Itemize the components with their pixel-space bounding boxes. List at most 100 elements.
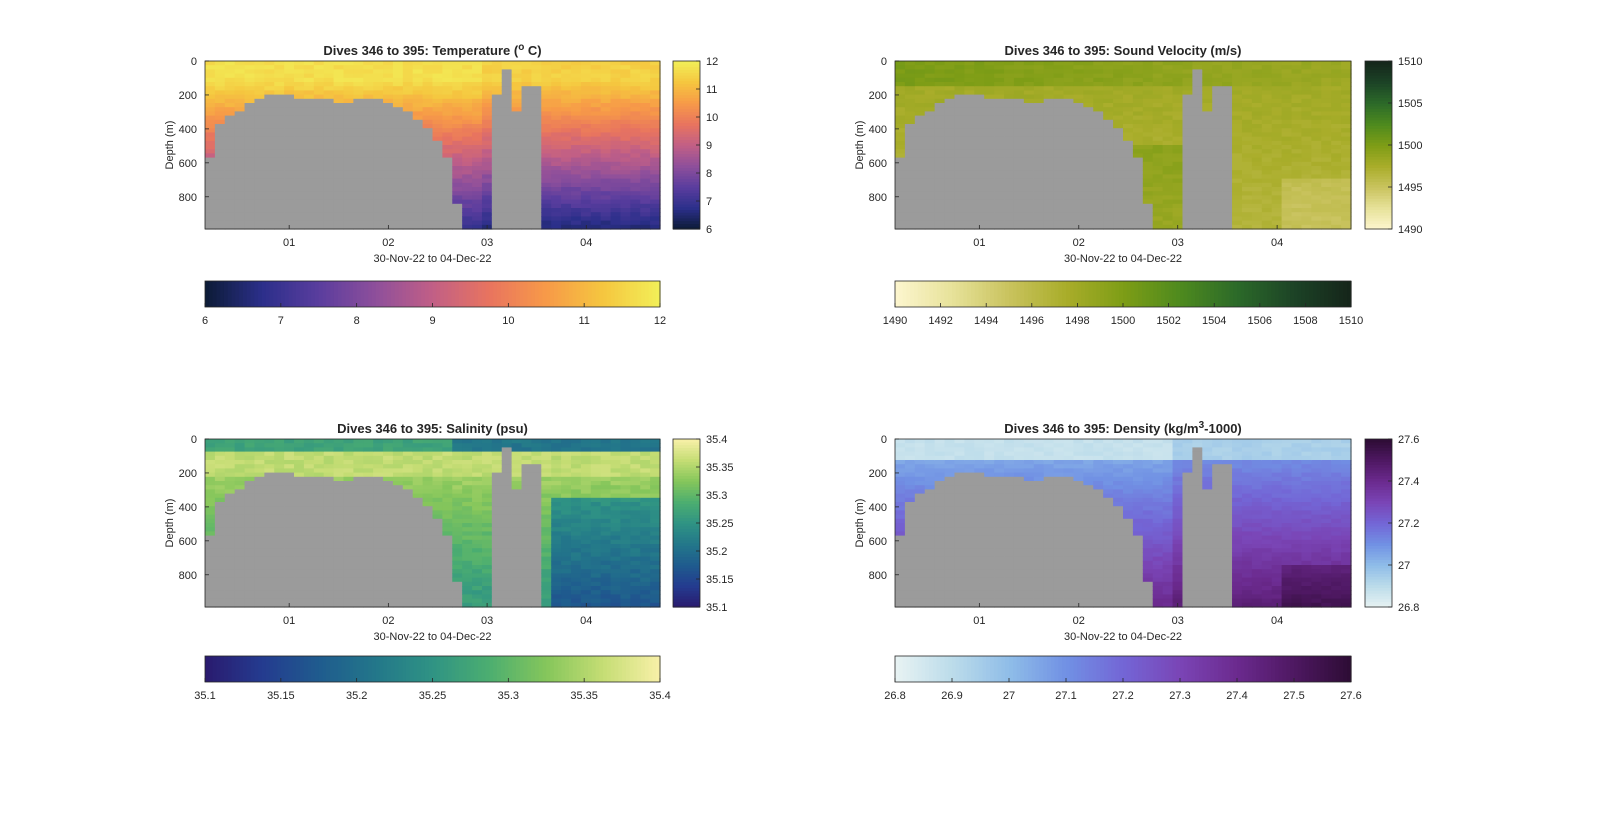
heatmap-cell [1271, 157, 1283, 163]
heatmap-cell [462, 86, 473, 91]
heatmap-cell [383, 187, 394, 192]
colorbar-swatch [1365, 122, 1392, 126]
heatmap-cell [964, 187, 975, 192]
heatmap-cell [1152, 136, 1164, 142]
colorbar-tick-label: 1498 [1065, 315, 1089, 327]
heatmap-cell [472, 107, 483, 112]
heatmap-cell [1182, 161, 1193, 167]
heatmap-cell [1053, 103, 1065, 108]
heatmap-cell [1341, 61, 1352, 66]
heatmap-cell [383, 510, 394, 516]
heatmap-cell [442, 128, 453, 133]
heatmap-cell [491, 212, 503, 217]
heatmap-cell [412, 82, 424, 87]
heatmap-cell [600, 136, 612, 142]
heatmap-cell [511, 111, 523, 117]
heatmap-cell [343, 560, 354, 566]
heatmap-cell [254, 565, 265, 570]
heatmap-cell [521, 216, 533, 222]
heatmap-cell [452, 136, 463, 142]
heatmap-cell [224, 460, 236, 465]
heatmap-cell [224, 216, 236, 222]
heatmap-cell [383, 439, 394, 444]
heatmap-cell [1073, 90, 1084, 96]
colorbar-swatch [673, 209, 700, 213]
heatmap-cell [1192, 136, 1203, 142]
heatmap-cell [224, 212, 236, 217]
heatmap-cell [1321, 216, 1332, 222]
heatmap-cell [363, 132, 374, 138]
heatmap-cell [491, 187, 503, 192]
heatmap-cell [1232, 195, 1243, 201]
heatmap-cell [274, 439, 285, 444]
heatmap-cell [561, 224, 572, 230]
heatmap-cell [472, 149, 483, 154]
heatmap-cell [442, 61, 453, 66]
heatmap-cell [402, 149, 414, 154]
heatmap-cell [1321, 94, 1332, 100]
heatmap-cell [1241, 98, 1253, 104]
heatmap-cell [501, 73, 513, 79]
heatmap-cell [264, 489, 275, 495]
heatmap-cell [244, 560, 256, 566]
heatmap-cell [1182, 178, 1193, 184]
heatmap-cell [984, 103, 995, 108]
heatmap-cell [1202, 220, 1213, 226]
heatmap-cell [432, 212, 443, 217]
heatmap-cell [214, 577, 226, 583]
colorbar-swatch [641, 281, 646, 307]
heatmap-cell [501, 199, 513, 205]
heatmap-cell [551, 182, 562, 188]
heatmap-cell [373, 178, 384, 184]
heatmap-cell [1232, 69, 1243, 75]
heatmap-cell [1212, 128, 1223, 133]
heatmap-cell [244, 119, 256, 125]
heatmap-cell [481, 187, 493, 192]
heatmap-cell [333, 174, 345, 180]
heatmap-cell [531, 124, 542, 129]
heatmap-cell [511, 107, 523, 112]
heatmap-cell [274, 493, 285, 499]
colorbar-swatch [1081, 281, 1086, 307]
heatmap-cell [373, 581, 384, 587]
heatmap-cell [501, 86, 513, 91]
heatmap-cell [284, 565, 295, 570]
heatmap-cell [1063, 107, 1075, 112]
heatmap-cell [1013, 86, 1025, 91]
heatmap-cell [1251, 82, 1263, 87]
heatmap-cell [1063, 195, 1075, 201]
heatmap-cell [313, 560, 325, 566]
heatmap-cell [1004, 187, 1015, 192]
heatmap-cell [333, 212, 345, 217]
heatmap-cell [491, 166, 503, 171]
heatmap-cell [274, 460, 285, 465]
heatmap-cell [541, 132, 552, 138]
heatmap-cell [1172, 103, 1184, 108]
heatmap-cell [264, 569, 275, 574]
heatmap-cell [1271, 161, 1283, 167]
heatmap-cell [1241, 107, 1253, 112]
heatmap-cell [412, 65, 424, 70]
heatmap-cell [284, 98, 295, 104]
heatmap-cell [1271, 61, 1283, 66]
heatmap-cell [1142, 195, 1154, 201]
heatmap-cell [264, 61, 275, 66]
colorbar-swatch [390, 281, 396, 307]
heatmap-cell [580, 187, 592, 192]
heatmap-cell [650, 224, 661, 230]
heatmap-cell [234, 602, 246, 608]
heatmap-cell [580, 107, 592, 112]
heatmap-cell [383, 518, 394, 524]
heatmap-cell [343, 153, 354, 159]
heatmap-cell [1053, 77, 1065, 83]
heatmap-cell [333, 170, 345, 175]
heatmap-cell [1192, 94, 1203, 100]
heatmap-cell [284, 531, 295, 537]
heatmap-cell [1093, 157, 1104, 163]
heatmap-cell [402, 208, 414, 213]
heatmap-cell [1232, 86, 1243, 91]
heatmap-cell [422, 166, 434, 171]
colorbar-swatch [1028, 281, 1033, 307]
heatmap-cell [1241, 170, 1253, 175]
heatmap-cell [303, 90, 315, 96]
